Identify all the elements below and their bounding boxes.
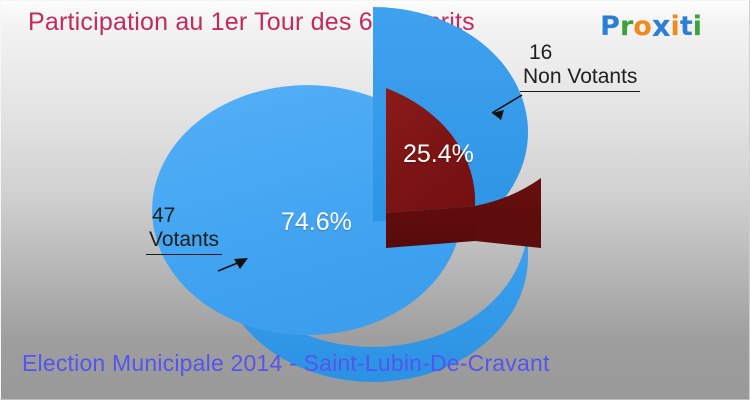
callout-votants-count: 47 [152, 204, 176, 227]
callout-line-votants [217, 258, 248, 272]
chart-subtitle: Election Municipale 2014 - Saint-Lubin-D… [22, 350, 550, 376]
logo-letter-i1: i [670, 11, 680, 42]
logo-letter-i2: i [692, 11, 702, 42]
callout-line-non-votants [491, 94, 523, 120]
proxiti-logo[interactable]: Proxiti [600, 10, 702, 42]
pie-slice-non-votants-top [386, 88, 476, 213]
callout-non-votants-count: 16 [529, 41, 553, 64]
logo-letter-x: x [651, 9, 671, 43]
logo-letter-p: P [600, 11, 620, 42]
logo-letter-o: o [633, 11, 652, 42]
logo-letter-r: r [619, 11, 634, 42]
pie-slice-votants-top [152, 85, 462, 336]
callout-non-votants-label: Non Votants [520, 64, 641, 92]
pie-slice-non-votants[interactable] [386, 88, 541, 248]
pie-slice-votants-side-rim [218, 222, 528, 382]
callout-votants-label: Votants [146, 227, 223, 255]
logo-letter-t: t [679, 11, 693, 42]
callout-non-votants: 16 Non Votants [520, 41, 641, 92]
callout-votants: 47 Votants [146, 204, 223, 255]
pie-slice-non-votants-side2 [475, 206, 541, 248]
